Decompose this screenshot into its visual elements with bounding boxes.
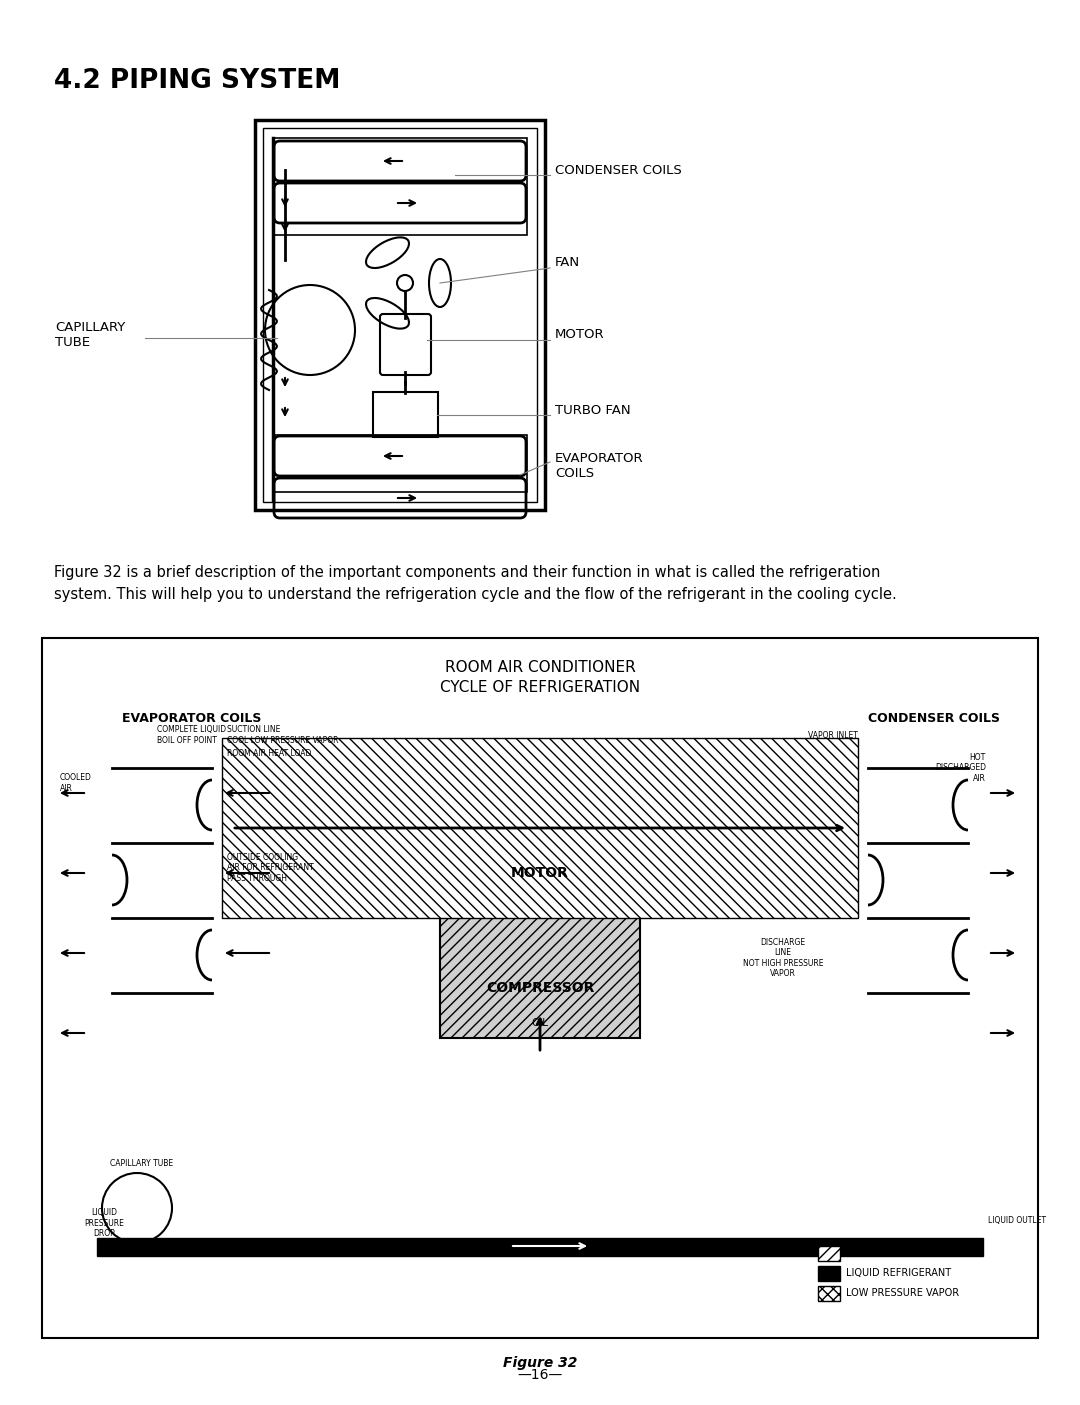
Bar [818, 1246, 840, 1262]
Text: CAPILLARY TUBE: CAPILLARY TUBE [110, 1159, 174, 1168]
Text: COMPLETE LIQUID
BOIL OFF POINT: COMPLETE LIQUID BOIL OFF POINT [157, 725, 226, 745]
Text: LIQUID
PRESSURE
DROP: LIQUID PRESSURE DROP [84, 1208, 124, 1238]
Bar [97, 1238, 983, 1256]
Text: LIQUID REFRIGERANT: LIQUID REFRIGERANT [846, 1267, 951, 1279]
Bar [222, 738, 858, 917]
Text: 4.2 PIPING SYSTEM: 4.2 PIPING SYSTEM [54, 67, 340, 94]
Text: CONDENSER COILS: CONDENSER COILS [555, 163, 681, 177]
Text: SUCTION LINE
COOL LOW PRESSURE VAPOR: SUCTION LINE COOL LOW PRESSURE VAPOR [227, 725, 338, 745]
Text: EVAPORATOR
COILS: EVAPORATOR COILS [555, 452, 644, 481]
Text: LOW PRESSURE VAPOR: LOW PRESSURE VAPOR [846, 1288, 959, 1298]
Bar [465, 837, 615, 908]
Text: HIGH PRESSURE VAPOR: HIGH PRESSURE VAPOR [846, 1248, 962, 1257]
Circle shape [265, 285, 355, 375]
Text: OUTSIDE COOLING
AIR FOR REFRIGERANT
PASS THROUGH: OUTSIDE COOLING AIR FOR REFRIGERANT PASS… [227, 853, 314, 882]
Text: Figure 32: Figure 32 [503, 1356, 577, 1370]
Bar [818, 1266, 840, 1281]
Text: CYCLE OF REFRIGERATION: CYCLE OF REFRIGERATION [440, 680, 640, 695]
Bar [440, 818, 640, 1038]
Text: TURBO FAN: TURBO FAN [555, 403, 631, 416]
Text: —16—: —16— [517, 1368, 563, 1383]
Text: (LIQUID REFRIGERANT): (LIQUID REFRIGERANT) [496, 1260, 584, 1270]
Text: DISCHARGE
LINE
NOT HIGH PRESSURE
VAPOR: DISCHARGE LINE NOT HIGH PRESSURE VAPOR [743, 939, 823, 978]
Text: HOT
DISCHARGED
AIR: HOT DISCHARGED AIR [935, 753, 986, 783]
Text: ROOM AIR CONDITIONER: ROOM AIR CONDITIONER [445, 660, 635, 676]
Text: Figure 32 is a brief description of the important components and their function : Figure 32 is a brief description of the … [54, 565, 896, 603]
Bar [818, 1286, 840, 1301]
Text: COOLED
AIR: COOLED AIR [60, 773, 92, 792]
Text: MOTOR: MOTOR [555, 329, 605, 341]
Text: COMPRESSOR: COMPRESSOR [486, 981, 594, 995]
Text: VAPOR INLET: VAPOR INLET [808, 731, 858, 739]
Text: FAN: FAN [555, 257, 580, 270]
Text: EVAPORATOR COILS: EVAPORATOR COILS [122, 711, 261, 725]
Circle shape [397, 275, 413, 291]
Text: ROOM AIR HEAT LOAD: ROOM AIR HEAT LOAD [227, 749, 311, 757]
Text: MOTOR: MOTOR [511, 865, 569, 880]
Text: OIL: OIL [531, 1019, 549, 1028]
Text: LIQUID OUTLET: LIQUID OUTLET [988, 1215, 1047, 1225]
Text: CAPILLARY
TUBE: CAPILLARY TUBE [55, 320, 125, 348]
Bar [373, 392, 438, 437]
Text: CONDENSER COILS: CONDENSER COILS [868, 711, 1000, 725]
